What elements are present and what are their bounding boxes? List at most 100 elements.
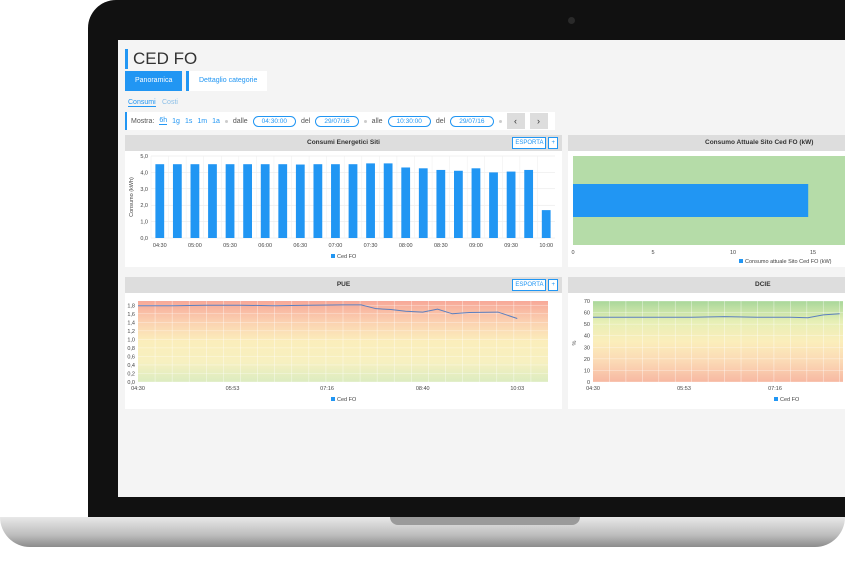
x-tick-label: 04:30: [153, 243, 167, 249]
bar: [208, 164, 217, 238]
bar: [573, 184, 809, 217]
chart-title: Consumo Attuale Sito Ced FO (kW): [705, 139, 814, 146]
series-line: [593, 313, 840, 319]
y-tick-label: 0,6: [127, 354, 135, 360]
x-tick-label: 05:53: [677, 386, 691, 392]
x-tick-label: 10:00: [539, 243, 553, 249]
y-tick-label: 0,0: [127, 380, 135, 386]
bar: [489, 172, 498, 238]
legend-label: Ced FO: [337, 397, 357, 403]
dcie-line-chart: 0 10 20 30 40 50 60 70 04:30 05:53 07:16% Ced FO: [572, 299, 843, 403]
x-tick-label: 04:30: [586, 386, 600, 392]
panel-dcie: DCIE 0 10 20 30 40 50 60 70 04:30 05:53 07:16% Ced …: [568, 277, 845, 409]
y-axis-label: Consumo (kWh): [129, 177, 135, 217]
x-tick-label: 04:30: [131, 386, 145, 392]
x-tick-label: 05:00: [188, 243, 202, 249]
expand-button[interactable]: +: [548, 279, 558, 291]
x-tick-label: 05:53: [226, 386, 240, 392]
tab-dettaglio-categorie[interactable]: Dettaglio categorie: [186, 71, 268, 91]
from-time-input[interactable]: 04:30:00: [252, 115, 296, 127]
subtab-consumi[interactable]: Consumi: [128, 99, 156, 107]
y-tick-label: 1,0: [140, 220, 148, 226]
panel-consumo-attuale: Consumo Attuale Sito Ced FO (kW) 0 5 10 15 C…: [568, 135, 845, 267]
bar: [348, 164, 358, 238]
bar: [524, 169, 534, 238]
x-tick-label: 09:00: [469, 243, 483, 249]
from-date-input[interactable]: 29/07/16: [315, 115, 359, 127]
x-tick-label: 07:30: [364, 243, 378, 249]
legend-label: Consumo attuale Sito Ced FO (kW): [745, 259, 832, 265]
legend-label: Ced FO: [780, 397, 800, 403]
legend-label: Ced FO: [337, 254, 357, 260]
x-tick-label: 05:30: [223, 243, 237, 249]
export-button[interactable]: ESPORTA: [512, 279, 547, 291]
period-1a[interactable]: 1a: [212, 117, 220, 125]
base-notch: [390, 517, 580, 525]
bar: [278, 164, 288, 238]
y-tick-label: 1,2: [127, 329, 135, 335]
show-label: Mostra:: [131, 117, 155, 125]
y-tick-label: 0,0: [140, 236, 148, 242]
x-tick-label: 06:30: [293, 243, 307, 249]
y-tick-label: 0: [587, 380, 590, 386]
x-tick-label: 0: [571, 250, 574, 256]
y-tick-label: 40: [584, 334, 590, 340]
bar: [260, 164, 270, 238]
series-line: [138, 304, 518, 319]
to-time-input[interactable]: 10:30:00: [387, 115, 431, 127]
bar: [313, 164, 323, 238]
bar: [172, 164, 182, 238]
y-tick-label: 1,6: [127, 312, 135, 318]
x-tick-label: 06:00: [258, 243, 272, 249]
pue-line-chart: 0,0 0,2 0,4 0,6 0,8 1,0 1,2 1,4 1,6 1,8 04:30 05:53…: [127, 301, 548, 403]
y-tick-label: 20: [584, 357, 590, 363]
plot-background: [593, 301, 843, 382]
y-tick-label: 10: [584, 368, 590, 374]
prev-button[interactable]: ‹: [506, 113, 525, 129]
x-tick-label: 07:00: [329, 243, 343, 249]
subtab-costi[interactable]: Costi: [162, 99, 178, 106]
x-tick-label: 07:16: [768, 386, 782, 392]
y-tick-label: 0,4: [127, 363, 135, 369]
bar: [471, 168, 481, 238]
bar-chart: 0,0 1,0 2,0 3,0 4,0 5,0 Consumo (kWh) 04:30 05:0…: [129, 154, 555, 260]
camera: [568, 17, 575, 24]
next-button[interactable]: ›: [529, 113, 548, 129]
legend-swatch: [774, 397, 778, 401]
y-tick-label: 4,0: [140, 170, 148, 176]
period-1m[interactable]: 1m: [197, 117, 208, 125]
y-tick-label: 30: [584, 345, 590, 351]
chart-title: Consumi Energetici Siti: [307, 139, 380, 146]
x-tick-label: 10: [730, 250, 736, 256]
bar: [225, 164, 235, 238]
to-label: alle: [371, 117, 383, 125]
separator-dot: [498, 119, 502, 123]
y-axis-label: %: [572, 340, 578, 345]
period-1g[interactable]: 1g: [172, 117, 180, 125]
bar: [436, 169, 446, 238]
bar: [383, 163, 393, 238]
period-1s[interactable]: 1s: [184, 117, 193, 125]
bar: [541, 210, 551, 238]
laptop-base: [0, 517, 845, 547]
bar: [401, 167, 411, 238]
bar: [155, 164, 165, 238]
screen: CED FO Panoramica Dettaglio categorie Co…: [118, 40, 845, 497]
from-label: dalle: [232, 117, 248, 125]
to-date-input[interactable]: 29/07/16: [450, 115, 494, 127]
period-6h[interactable]: 6h: [159, 117, 168, 125]
expand-button[interactable]: +: [548, 137, 558, 149]
x-tick-label: 5: [651, 250, 654, 256]
x-tick-label: 08:40: [416, 386, 430, 392]
y-tick-label: 0,8: [127, 346, 135, 352]
y-tick-label: 2,0: [140, 203, 148, 209]
export-button[interactable]: ESPORTA: [512, 137, 547, 149]
tab-panoramica[interactable]: Panoramica: [125, 71, 183, 91]
y-tick-label: 1,4: [127, 320, 135, 326]
hbar-chart: 0 5 10 15 Consumo attuale Sito Ced FO (kW): [571, 156, 845, 265]
legend-swatch: [331, 397, 335, 401]
legend-swatch: [739, 259, 743, 263]
bar: [190, 164, 200, 238]
y-tick-label: 60: [584, 311, 590, 317]
separator-dot: [224, 119, 228, 123]
